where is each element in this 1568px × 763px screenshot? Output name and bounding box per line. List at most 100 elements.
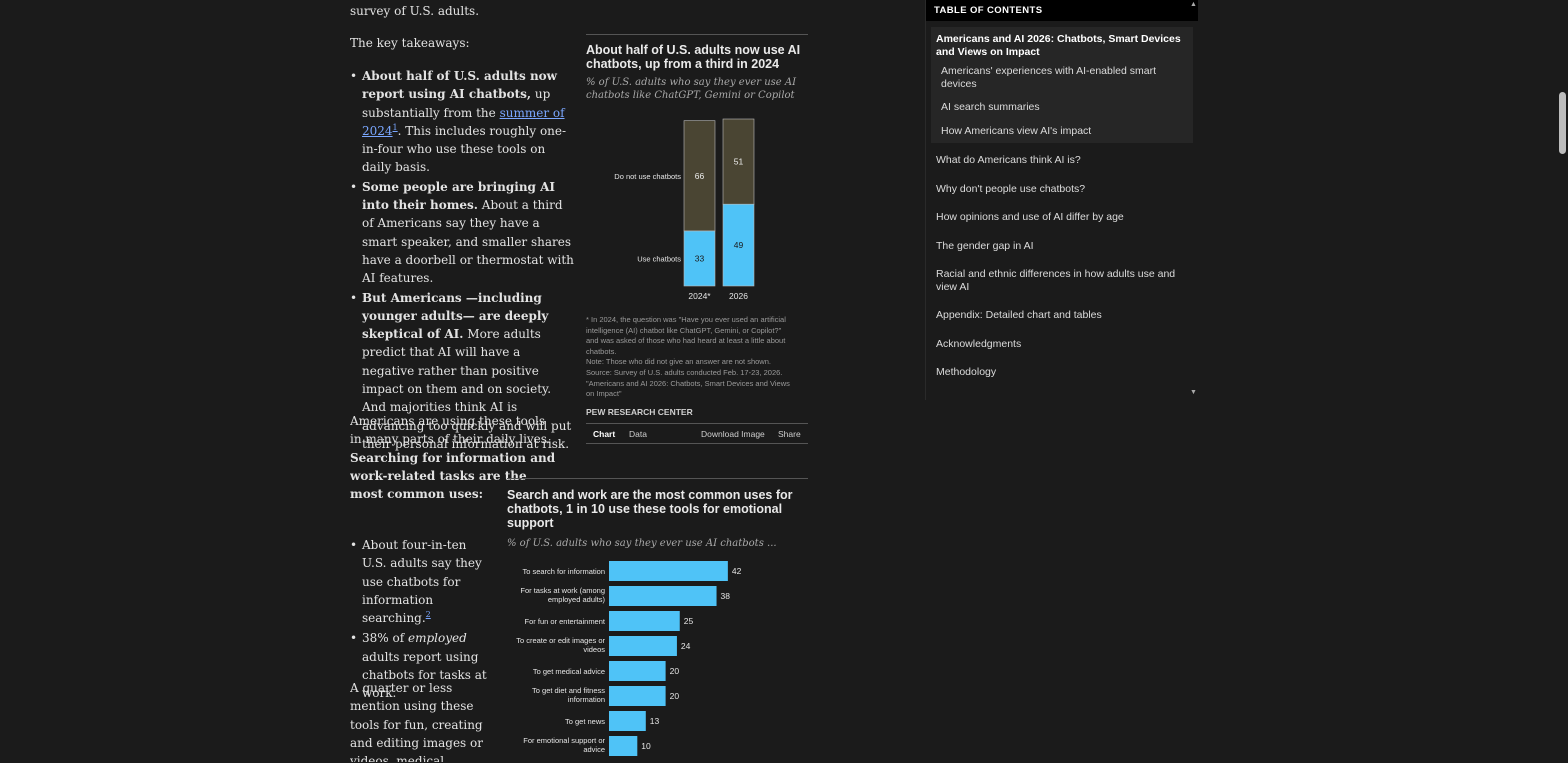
- scroll-down-icon[interactable]: ▼: [1190, 389, 1197, 396]
- bar-segment: [683, 120, 716, 232]
- toc-subitems: Americans' experiences with AI-enabled s…: [936, 65, 1188, 137]
- chart-subtitle: % of U.S. adults who say they ever use A…: [586, 77, 797, 101]
- toc-item[interactable]: Acknowledgments: [936, 337, 1022, 350]
- table-of-contents: TABLE OF CONTENTS Americans and AI 2026:…: [925, 0, 1198, 400]
- bar: [609, 611, 680, 631]
- data-label: 24: [681, 641, 691, 651]
- series-label: Do not use chatbots: [614, 172, 681, 181]
- bar-segment: [683, 230, 716, 287]
- data-label: 10: [641, 741, 651, 751]
- toc-item[interactable]: Appendix: Detailed chart and tables: [936, 309, 1102, 321]
- toc-item[interactable]: The gender gap in AI: [936, 239, 1034, 252]
- toc-item[interactable]: What do Americans think AI is?: [936, 154, 1081, 166]
- category-label: information: [568, 695, 605, 704]
- summer-2024-link[interactable]: summer of 2024: [362, 105, 565, 138]
- footnote-1-link[interactable]: 1: [392, 122, 398, 132]
- note-line: Source: Survey of U.S. adults conducted …: [586, 367, 783, 377]
- paragraph-intro-end: survey of U.S. adults.: [350, 4, 480, 18]
- horizontal-bar-chart: 42 To search for information 38 For tasks a…: [516, 561, 742, 756]
- category-label: For tasks at work (among: [520, 586, 605, 595]
- brand-label: PEW RESEARCH CENTER: [586, 407, 693, 417]
- data-label: 51: [734, 157, 744, 167]
- category-label: To get medical advice: [533, 667, 605, 676]
- toc-item[interactable]: Why don't people use chatbots?: [936, 182, 1086, 195]
- share-button[interactable]: Share: [778, 429, 801, 439]
- note-line: * In 2024, the question was "Have you ev…: [586, 315, 786, 324]
- bar: [609, 736, 638, 756]
- toc-subitem[interactable]: How Americans view AI's impact: [941, 124, 1092, 137]
- bold-text: About half of U.S. adults now report usi…: [362, 69, 558, 102]
- note-line: and was asked of those who had heard at …: [586, 336, 786, 346]
- category-label: For fun or entertainment: [525, 617, 606, 626]
- bar: [609, 686, 666, 706]
- chatbot-uses-chart: Search and work are the most common uses…: [507, 478, 808, 762]
- data-label: 33: [695, 253, 705, 263]
- data-label: 13: [650, 716, 660, 726]
- toc-item[interactable]: Racial and ethnic differences in how adu…: [936, 268, 1176, 293]
- uses-list: About four-in-ten U.S. adults say they u…: [350, 536, 490, 703]
- bar: [609, 586, 717, 606]
- scrollbar-thumb[interactable]: [1559, 92, 1566, 154]
- note-line: chatbots.: [586, 346, 617, 356]
- stacked-bar-chart: 33 Use chatbots 66 Do not use chatbots 2024*…: [614, 118, 755, 301]
- toc-item[interactable]: Methodology: [936, 366, 997, 378]
- chart-notes: * In 2024, the question was "Have you ev…: [586, 315, 808, 400]
- category-label: advice: [583, 745, 605, 754]
- list-item: 38% of employed adults report using chat…: [350, 629, 490, 702]
- toc-scrollbar[interactable]: ▲ ▼: [1189, 0, 1199, 400]
- list-item: About half of U.S. adults now report usi…: [350, 67, 575, 177]
- list-item: About four-in-ten U.S. adults say they u…: [350, 536, 490, 627]
- bold-text: But Americans —including younger adults—…: [362, 290, 549, 342]
- bar: [609, 711, 646, 731]
- toc-header: TABLE OF CONTENTS: [926, 0, 1198, 21]
- takeaways-list: About half of U.S. adults now report usi…: [350, 67, 575, 453]
- bar: [609, 661, 666, 681]
- toc-items: What do Americans think AI is? Why don't …: [926, 154, 1198, 379]
- toc-item[interactable]: How opinions and use of AI differ by age: [936, 211, 1124, 223]
- data-label: 66: [695, 171, 705, 181]
- tab-chart[interactable]: Chart: [593, 429, 616, 439]
- data-label: 25: [684, 616, 694, 626]
- category-label: For emotional support or: [523, 736, 605, 745]
- data-label: 38: [721, 591, 731, 601]
- bold-text: Some people are bringing AI into their h…: [362, 179, 556, 213]
- category-label: To get diet and fitness: [532, 686, 605, 695]
- paragraph-key-takeaways: The key takeaways:: [350, 36, 470, 50]
- download-image-button[interactable]: Download Image: [701, 429, 765, 439]
- category-label: employed adults): [548, 595, 606, 604]
- category-label: 2024*: [688, 291, 711, 301]
- bar: [609, 561, 728, 581]
- note-line: intelligence (AI) chatbot like ChatGPT, …: [586, 325, 782, 335]
- category-label: videos: [583, 645, 605, 654]
- article-body: survey of U.S. adults. The key takeaways…: [350, 0, 920, 762]
- chart-subtitle: % of U.S. adults who say they ever use A…: [507, 538, 777, 549]
- category-label: To create or edit images or: [516, 636, 605, 645]
- data-label: 49: [734, 240, 744, 250]
- bar-segment: [722, 118, 755, 205]
- category-label: To get news: [565, 717, 605, 726]
- paragraph-quarter: A quarter or less mention using these to…: [350, 681, 483, 762]
- tab-data[interactable]: Data: [629, 429, 647, 439]
- note-line: "Americans and AI 2026: Chatbots, Smart …: [586, 378, 790, 388]
- data-label: 20: [670, 666, 680, 676]
- scroll-up-icon[interactable]: ▲: [1190, 1, 1197, 8]
- category-label: To search for information: [522, 567, 605, 576]
- note-line: Note: Those who did not give an answer a…: [586, 357, 771, 367]
- toc-item-current[interactable]: Americans and AI 2026: Chatbots, Smart D…: [936, 33, 1181, 58]
- category-label: 2026: [729, 291, 748, 301]
- data-label: 20: [670, 691, 680, 701]
- chart-tabbar: Chart Data Download Image Share: [586, 423, 808, 444]
- series-label: Use chatbots: [637, 254, 681, 263]
- toc-subitem[interactable]: AI search summaries: [941, 101, 1040, 113]
- list-item: Some people are bringing AI into their h…: [350, 178, 575, 288]
- data-label: 42: [732, 566, 742, 576]
- bar: [609, 636, 677, 656]
- chart-title: Search and work are the most common uses…: [507, 488, 793, 530]
- chatbot-use-chart: About half of U.S. adults now use AI cha…: [586, 34, 808, 444]
- footnote-2-link[interactable]: 2: [425, 610, 431, 620]
- paragraph-uses: Americans are using these tools in many …: [350, 414, 556, 502]
- chart-title: About half of U.S. adults now use AI cha…: [586, 43, 801, 71]
- page-scrollbar[interactable]: [1557, 0, 1568, 762]
- toc-subitem[interactable]: Americans' experiences with AI-enabled s…: [941, 65, 1157, 90]
- note-line: on Impact": [586, 389, 622, 399]
